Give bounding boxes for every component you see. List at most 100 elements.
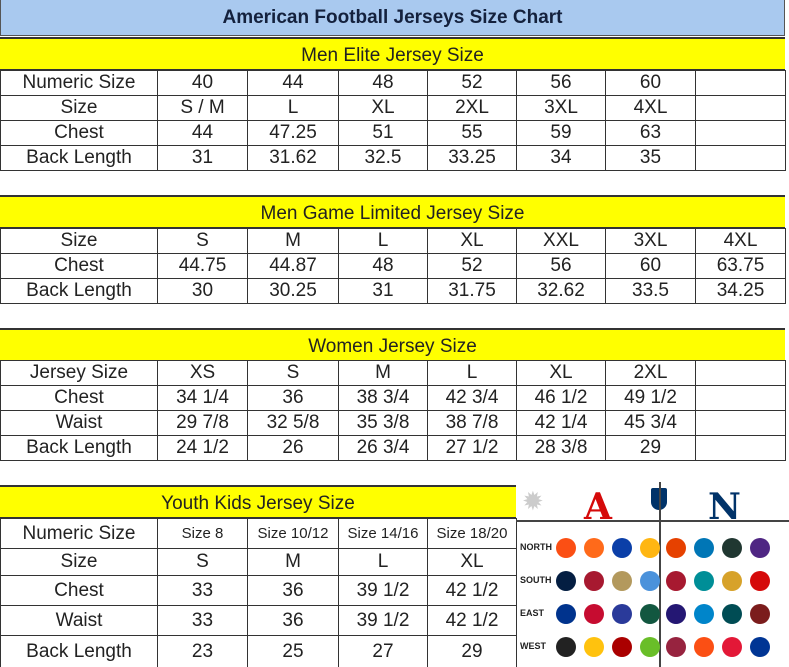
table-cell bbox=[695, 385, 786, 411]
table-cell: XL bbox=[427, 228, 517, 254]
table-cell: 39 1/2 bbox=[338, 605, 428, 636]
table-cell: 29 bbox=[427, 635, 517, 667]
table-cell bbox=[695, 435, 786, 461]
table-cell: 28 3/8 bbox=[516, 435, 606, 461]
table-cell: 42 1/4 bbox=[516, 410, 606, 436]
table-cell: 38 7/8 bbox=[427, 410, 517, 436]
table-cell: 4XL bbox=[695, 228, 786, 254]
table-row: Chest 34 1/4 36 38 3/4 42 3/4 46 1/2 49 1/2 bbox=[0, 385, 786, 411]
table-cell: 44.87 bbox=[247, 253, 339, 279]
table-cell: M bbox=[247, 228, 339, 254]
team-logo-icon bbox=[694, 604, 714, 624]
table-cell: L bbox=[338, 228, 428, 254]
table-cell: 3XL bbox=[605, 228, 696, 254]
table-cell: 31.62 bbox=[247, 145, 339, 171]
table-cell bbox=[695, 70, 786, 96]
team-logo-icon bbox=[722, 571, 742, 591]
table-row: Chest 44.75 44.87 48 52 56 60 63.75 bbox=[0, 253, 786, 279]
division-label: NORTH bbox=[520, 542, 552, 552]
team-logo-icon bbox=[556, 571, 576, 591]
table-cell bbox=[695, 120, 786, 146]
row-label: Numeric Size bbox=[0, 518, 158, 549]
team-logo-icon bbox=[612, 571, 632, 591]
table-cell: 34 bbox=[516, 145, 606, 171]
team-logo-icon bbox=[722, 604, 742, 624]
team-logo-icon bbox=[750, 538, 770, 558]
size-table: Numeric Size 40 44 48 52 56 60 Size S / M L XL 2XL 3… bbox=[0, 70, 786, 171]
table-cell: 32.5 bbox=[338, 145, 428, 171]
table-row: Waist 29 7/8 32 5/8 35 3/8 38 7/8 42 1/4 45 3/… bbox=[0, 410, 786, 436]
table-cell: S / M bbox=[157, 95, 248, 121]
table-cell: XS bbox=[157, 360, 248, 386]
table-cell: Size 10/12 bbox=[247, 518, 339, 549]
table-cell: 49 1/2 bbox=[605, 385, 696, 411]
section-heading: Youth Kids Jersey Size bbox=[0, 485, 516, 518]
section-heading: Men Game Limited Jersey Size bbox=[0, 195, 785, 228]
table-cell: 48 bbox=[338, 253, 428, 279]
row-label: Jersey Size bbox=[0, 360, 158, 386]
team-logo-icon bbox=[556, 538, 576, 558]
team-logo-icon bbox=[584, 637, 604, 657]
team-logo-icon bbox=[750, 637, 770, 657]
table-cell: L bbox=[338, 548, 428, 576]
table-row: Back Length 31 31.62 32.5 33.25 34 35 bbox=[0, 145, 786, 171]
section-heading: Women Jersey Size bbox=[0, 328, 785, 361]
table-cell: 31.75 bbox=[427, 278, 517, 304]
table-cell: 32 5/8 bbox=[247, 410, 339, 436]
table-cell bbox=[695, 360, 786, 386]
table-cell: 31 bbox=[338, 278, 428, 304]
team-logo-icon bbox=[556, 604, 576, 624]
table-cell: 59 bbox=[516, 120, 606, 146]
division-label: EAST bbox=[520, 608, 545, 618]
table-cell: Size 18/20 bbox=[427, 518, 517, 549]
team-logo-icon bbox=[612, 538, 632, 558]
table-cell: 31 bbox=[157, 145, 248, 171]
team-logo-icon bbox=[640, 604, 660, 624]
table-cell: 30.25 bbox=[247, 278, 339, 304]
table-cell: 36 bbox=[247, 575, 339, 606]
team-logo-icon bbox=[612, 604, 632, 624]
table-row: Back Length 30 30.25 31 31.75 32.62 33.5 34.25 bbox=[0, 278, 786, 304]
division-label: SOUTH bbox=[520, 575, 552, 585]
table-cell: S bbox=[157, 228, 248, 254]
team-logo-icon bbox=[666, 637, 686, 657]
table-cell: 47.25 bbox=[247, 120, 339, 146]
divider bbox=[659, 482, 661, 667]
table-cell: 4XL bbox=[605, 95, 696, 121]
table-cell: 34 1/4 bbox=[157, 385, 248, 411]
table-cell: 44 bbox=[157, 120, 248, 146]
table-cell: 32.62 bbox=[516, 278, 606, 304]
team-logo-icon bbox=[666, 571, 686, 591]
table-row: Chest 44 47.25 51 55 59 63 bbox=[0, 120, 786, 146]
table-cell: 29 7/8 bbox=[157, 410, 248, 436]
team-logo-icon bbox=[584, 571, 604, 591]
table-cell: 33 bbox=[157, 605, 248, 636]
table-cell: 33.5 bbox=[605, 278, 696, 304]
table-cell: 35 3/8 bbox=[338, 410, 428, 436]
table-cell: 30 bbox=[157, 278, 248, 304]
team-logo-icon bbox=[722, 538, 742, 558]
row-label: Back Length bbox=[0, 435, 158, 461]
table-row: Back Length 24 1/2 26 26 3/4 27 1/2 28 3/8 29 bbox=[0, 435, 786, 461]
team-logo-icon bbox=[694, 637, 714, 657]
row-label: Chest bbox=[0, 575, 158, 606]
table-cell: 33.25 bbox=[427, 145, 517, 171]
row-label: Back Length bbox=[0, 635, 158, 667]
table-cell: 42 1/2 bbox=[427, 575, 517, 606]
table-cell: 35 bbox=[605, 145, 696, 171]
table-cell: 25 bbox=[247, 635, 339, 667]
table-cell: 36 bbox=[247, 385, 339, 411]
table-cell: M bbox=[247, 548, 339, 576]
row-label: Size bbox=[0, 95, 158, 121]
table-cell: 63.75 bbox=[695, 253, 786, 279]
table-cell bbox=[695, 95, 786, 121]
table-row: Jersey Size XS S M L XL 2XL bbox=[0, 360, 786, 386]
table-cell: 23 bbox=[157, 635, 248, 667]
row-label: Size bbox=[0, 548, 158, 576]
table-cell: 60 bbox=[605, 70, 696, 96]
table-row: Size S M L XL XXL 3XL 4XL bbox=[0, 228, 786, 254]
table-cell: 44 bbox=[247, 70, 339, 96]
row-label: Back Length bbox=[0, 278, 158, 304]
row-label: Waist bbox=[0, 410, 158, 436]
table-cell: 27 1/2 bbox=[427, 435, 517, 461]
